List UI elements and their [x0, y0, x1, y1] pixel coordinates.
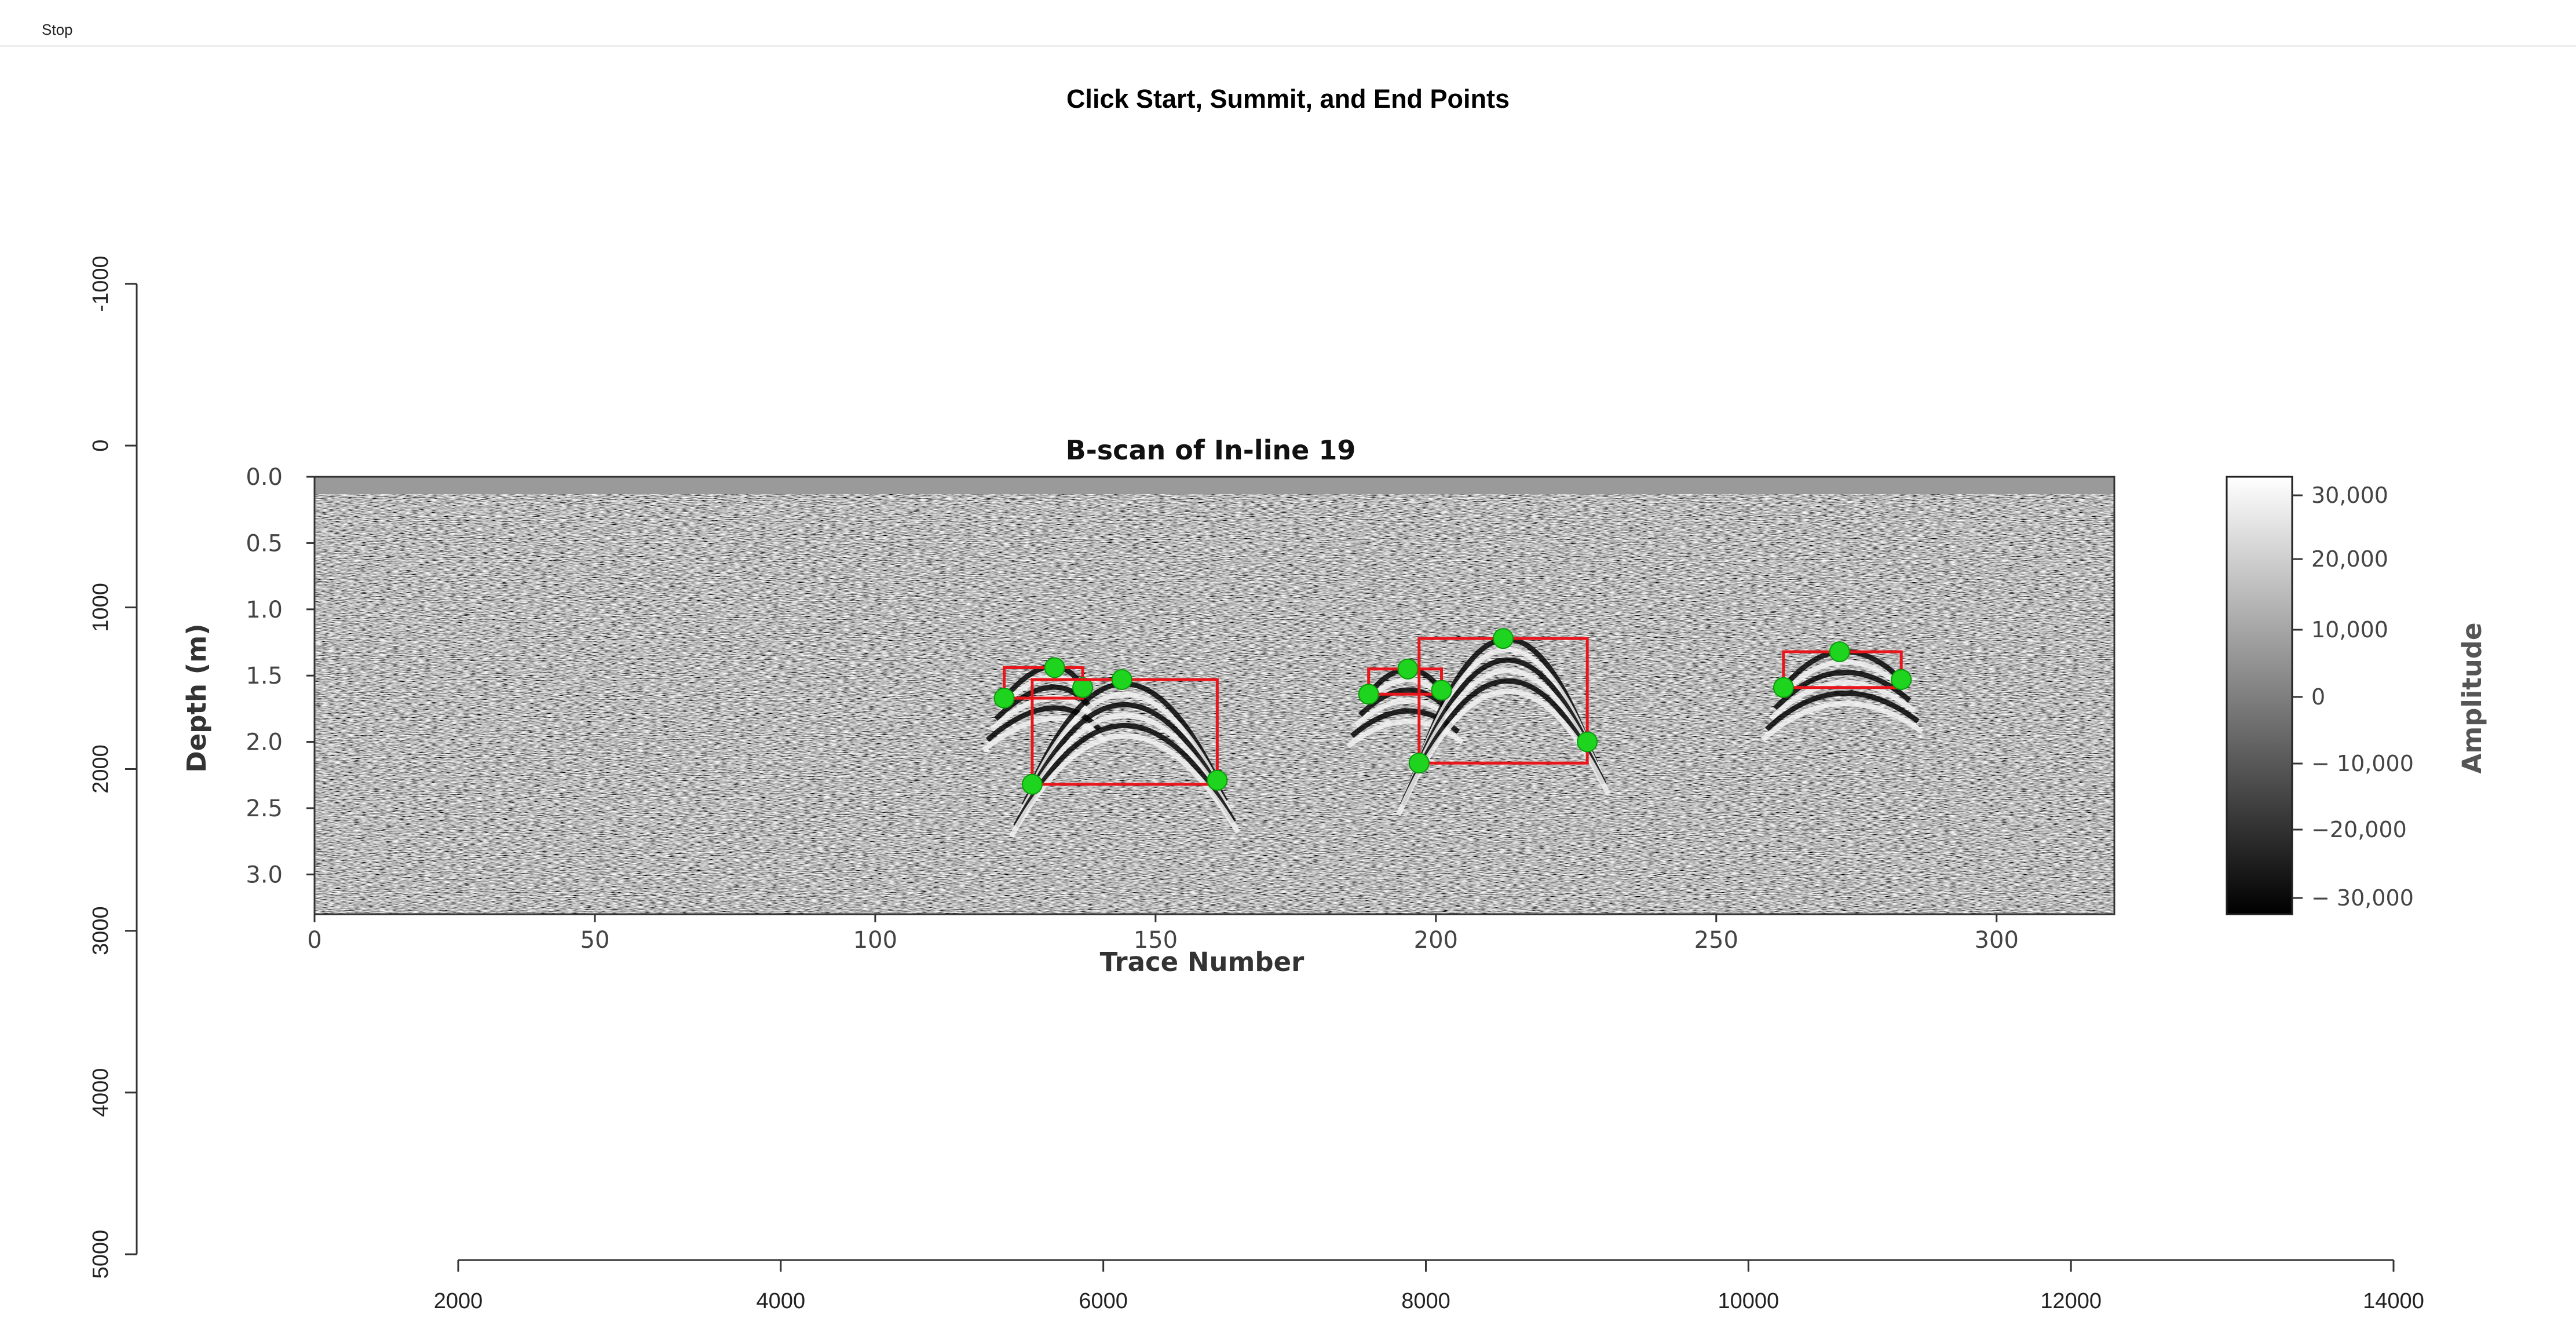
colorbar-tick-label: − 10,000 — [2311, 751, 2414, 776]
outer-y-tick-label: 4000 — [89, 1068, 113, 1118]
outer-x-tick-label: 14000 — [2363, 1289, 2424, 1313]
y-tick-label: 3.0 — [246, 861, 283, 888]
colorbar: 30,000 20,000 10,000 0 − 10,000 −20,000 − 30,0… — [2226, 476, 2487, 915]
plot-title: B-scan of In-line 19 — [1066, 435, 1356, 466]
toolbar: Stop — [0, 0, 2576, 47]
pick-point-end[interactable] — [1207, 769, 1228, 791]
outer-y-tick-label: 1000 — [89, 583, 113, 632]
reflection-arc — [1346, 718, 1464, 748]
picked-hyperbola — [993, 657, 1094, 709]
colorbar-tick-label: 0 — [2311, 684, 2325, 710]
pick-point-start[interactable] — [1408, 753, 1430, 774]
picked-hyperbola — [1408, 628, 1598, 774]
outer-x-tick-label: 6000 — [1079, 1289, 1128, 1313]
reflection-arc — [1765, 691, 1920, 732]
pick-point-summit[interactable] — [1111, 669, 1132, 691]
pick-point-end[interactable] — [1072, 677, 1094, 698]
pick-point-summit[interactable] — [1044, 657, 1065, 678]
colorbar-title: Amplitude — [2457, 622, 2487, 773]
x-axis-title: Trace Number — [1100, 947, 1305, 977]
outer-x-tick-label: 10000 — [1718, 1289, 1779, 1313]
pick-point-end[interactable] — [1891, 669, 1912, 691]
picked-hyperbola — [1021, 669, 1228, 795]
x-tick-label: 50 — [580, 927, 610, 954]
reflection-arc — [1777, 659, 1908, 700]
x-tick-label: 300 — [1975, 927, 2019, 954]
x-tick-label: 0 — [307, 927, 321, 954]
x-tick-label: 100 — [853, 927, 897, 954]
colorbar-tick-label: − 30,000 — [2311, 885, 2414, 911]
pick-point-start[interactable] — [1358, 684, 1379, 705]
y-tick-label: 1.5 — [246, 663, 283, 689]
colorbar-tick-label: 10,000 — [2311, 617, 2388, 642]
reflection-arc — [1769, 680, 1916, 721]
reflection-arc — [1400, 678, 1607, 806]
y-tick-label: 0.5 — [246, 530, 283, 557]
x-tick-label: 200 — [1414, 927, 1458, 954]
reflection-arc — [1021, 702, 1228, 806]
reflection-arc — [1404, 667, 1602, 795]
outer-y-tick-label: 0 — [89, 440, 113, 452]
outer-x-tick-label: 12000 — [2040, 1289, 2102, 1313]
outer-x-tick-label: 8000 — [1401, 1289, 1450, 1313]
reflection-arc — [1760, 700, 1924, 742]
pick-point-summit[interactable] — [1492, 628, 1514, 649]
y-tick-label: 0.0 — [246, 464, 283, 491]
outer-y-tick-label: 3000 — [89, 906, 113, 955]
stop-button[interactable]: Stop — [38, 19, 76, 41]
x-tick-label: 250 — [1694, 927, 1738, 954]
bscan-plot: B-scan of In-line 19 0 50 100 150 200 250 300 … — [181, 435, 2115, 977]
pick-point-start[interactable] — [993, 688, 1015, 709]
pick-point-start[interactable] — [1773, 677, 1794, 698]
outer-y-tick-label: 2000 — [89, 744, 113, 794]
colorbar-tick-label: 20,000 — [2311, 546, 2388, 572]
picked-hyperbola — [1773, 641, 1912, 698]
y-tick-label: 2.5 — [246, 795, 283, 822]
colorbar-gradient — [2226, 476, 2293, 915]
reflection-arc — [981, 715, 1106, 753]
outer-x-tick-label: 4000 — [757, 1289, 806, 1313]
y-tick-label: 1.0 — [246, 597, 283, 623]
air-band — [315, 477, 2114, 494]
outer-y-tick-label: -1000 — [89, 255, 113, 312]
pick-point-start[interactable] — [1021, 773, 1043, 795]
outer-x-tick-label: 2000 — [434, 1289, 483, 1313]
y-axis-title: Depth (m) — [181, 623, 212, 772]
pick-point-end[interactable] — [1577, 731, 1598, 753]
page-title: Click Start, Summit, and End Points — [1066, 84, 1510, 114]
colorbar-tick-label: 30,000 — [2311, 483, 2388, 508]
y-tick-label: 2.0 — [246, 729, 283, 756]
reflection-arc — [1358, 687, 1452, 717]
reflection-arc — [1017, 712, 1232, 817]
pick-point-summit[interactable] — [1829, 641, 1850, 662]
picked-hyperbola — [1358, 658, 1452, 705]
pick-point-end[interactable] — [1431, 680, 1452, 701]
pick-point-summit[interactable] — [1397, 658, 1419, 680]
reflection-arc — [1025, 692, 1224, 796]
plot-frame — [313, 476, 2115, 915]
reflection-arc — [1013, 722, 1237, 827]
colorbar-tick-label: −20,000 — [2311, 817, 2407, 842]
x-tick-label: 150 — [1134, 927, 1178, 954]
radargram-image — [315, 477, 2114, 914]
outer-y-tick-label: 5000 — [89, 1230, 113, 1279]
